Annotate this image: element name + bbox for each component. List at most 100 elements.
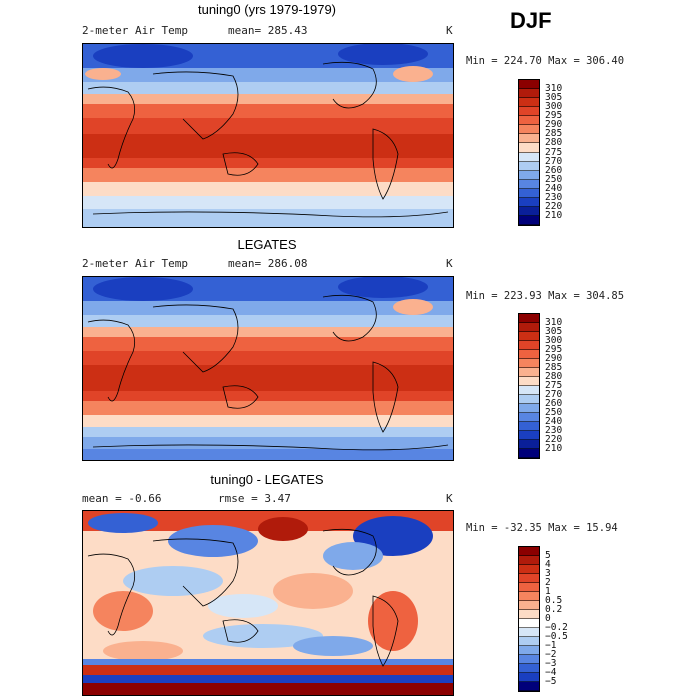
- colorbar-swatch: [519, 98, 539, 108]
- colorbar-swatch: [519, 431, 539, 440]
- colorbar-label: 210: [545, 443, 563, 454]
- colorbar-swatch: [519, 125, 539, 135]
- colorbar-label: 3: [545, 568, 551, 579]
- panel1-minmax: Min = 224.70 Max = 306.40: [466, 55, 625, 67]
- panel1-mean: mean= 285.43: [228, 24, 308, 37]
- colorbar-swatch: [519, 404, 539, 413]
- panel3-map: [82, 510, 454, 696]
- panel2-mean: mean= 286.08: [228, 257, 308, 270]
- colorbar-label: 285: [545, 362, 563, 373]
- colorbar-swatch: [519, 170, 539, 180]
- colorbar-label: 270: [545, 155, 563, 167]
- colorbar-swatch: [519, 440, 539, 449]
- colorbar-label: 250: [545, 407, 563, 418]
- colorbar-swatch: [519, 197, 539, 207]
- colorbar-label: 210: [545, 209, 563, 221]
- colorbar-swatch: [519, 628, 539, 637]
- colorbar-label: 2: [545, 577, 551, 588]
- panel1-units: K: [446, 24, 453, 37]
- panel2-units: K: [446, 257, 453, 270]
- colorbar-label: −4: [545, 667, 557, 678]
- colorbar-label: 295: [545, 110, 563, 122]
- colorbar-swatch: [519, 152, 539, 162]
- colorbar-swatch: [519, 341, 539, 350]
- colorbar-label: 300: [545, 101, 563, 113]
- colorbar-swatch: [519, 637, 539, 646]
- colorbar-label: 270: [545, 389, 563, 400]
- colorbar-swatch: [519, 619, 539, 628]
- colorbar-label: 305: [545, 326, 563, 337]
- colorbar-label: 295: [545, 344, 563, 355]
- colorbar-label: 310: [545, 317, 563, 328]
- colorbar-swatch: [519, 215, 539, 225]
- panel3-title: tuning0 - LEGATES: [210, 472, 324, 487]
- colorbar-label: 240: [545, 416, 563, 427]
- colorbar-label: 1: [545, 586, 551, 597]
- colorbar-swatch: [519, 368, 539, 377]
- colorbar-swatch: [519, 547, 539, 556]
- colorbar-swatch: [519, 673, 539, 682]
- colorbar-swatch: [519, 323, 539, 332]
- colorbar-label: −3: [545, 658, 557, 669]
- colorbar-label: 280: [545, 137, 563, 149]
- colorbar-swatch: [519, 556, 539, 565]
- colorbar-label: −0.5: [545, 631, 568, 642]
- panel2-variable: 2-meter Air Temp: [82, 257, 188, 270]
- colorbar-label: −1: [545, 640, 557, 651]
- colorbar-label: 230: [545, 425, 563, 436]
- colorbar-label: 290: [545, 119, 563, 131]
- panel3-mean: mean = -0.66: [82, 492, 162, 505]
- colorbar-label: 300: [545, 335, 563, 346]
- colorbar-label: 0: [545, 613, 551, 624]
- colorbar-label: 260: [545, 398, 563, 409]
- colorbar-swatch: [519, 89, 539, 99]
- panel2-colorbar: 310 305 300 295 290 285 280 275 270 260 250 240 230 2…: [518, 313, 562, 459]
- colorbar-swatch: [519, 583, 539, 592]
- colorbar-swatch: [519, 377, 539, 386]
- colorbar-swatch: [519, 350, 539, 359]
- colorbar-swatch: [519, 664, 539, 673]
- colorbar-swatch: [519, 179, 539, 189]
- colorbar-label: 220: [545, 200, 563, 212]
- colorbar-label: 250: [545, 173, 563, 185]
- season-label: DJF: [510, 8, 552, 33]
- colorbar-label: 220: [545, 434, 563, 445]
- colorbar-label: 0.2: [545, 604, 563, 615]
- panel3-colorbar: 5 4 3 2 1 0.5 0.2 0 −0.2 −0.5 −1 −2 −3 −4 −5: [518, 546, 568, 692]
- colorbar-swatch: [519, 161, 539, 171]
- panel3-rmse: rmse = 3.47: [218, 492, 291, 505]
- colorbar-swatch: [519, 601, 539, 610]
- colorbar-swatch: [519, 206, 539, 216]
- colorbar-swatch: [519, 395, 539, 404]
- colorbar-swatch: [519, 610, 539, 619]
- colorbar-label: 280: [545, 371, 563, 382]
- colorbar-swatch: [519, 134, 539, 144]
- colorbar-swatch: [519, 359, 539, 368]
- colorbar-swatch: [519, 413, 539, 422]
- colorbar-swatch: [519, 386, 539, 395]
- colorbar-label: −5: [545, 676, 557, 687]
- colorbar-label: 310: [545, 83, 563, 95]
- colorbar-swatch: [519, 646, 539, 655]
- panel1-title: tuning0 (yrs 1979-1979): [197, 2, 337, 17]
- panel2-minmax: Min = 223.93 Max = 304.85: [466, 290, 625, 302]
- colorbar-label: 260: [545, 164, 563, 176]
- colorbar-swatch: [519, 574, 539, 583]
- colorbar-label: 5: [545, 550, 551, 561]
- colorbar-label: 285: [545, 128, 563, 140]
- colorbar-swatch: [519, 422, 539, 431]
- colorbar-swatch: [519, 682, 539, 691]
- panel1-variable: 2-meter Air Temp: [82, 24, 188, 37]
- colorbar-swatch: [519, 592, 539, 601]
- colorbar-swatch: [519, 107, 539, 117]
- colorbar-swatch: [519, 565, 539, 574]
- colorbar-label: 275: [545, 380, 563, 391]
- colorbar-swatch: [519, 80, 539, 90]
- colorbar-swatch: [519, 143, 539, 153]
- colorbar-swatch: [519, 655, 539, 664]
- panel2-map: [82, 276, 454, 461]
- panel3-minmax: Min = -32.35 Max = 15.94: [466, 522, 618, 534]
- panel1-colorbar: 310 305 300 295 290 285 280 275 270 260 250 240 230 2…: [518, 79, 562, 226]
- panel2-title: LEGATES: [237, 237, 297, 252]
- colorbar-label: 230: [545, 191, 563, 203]
